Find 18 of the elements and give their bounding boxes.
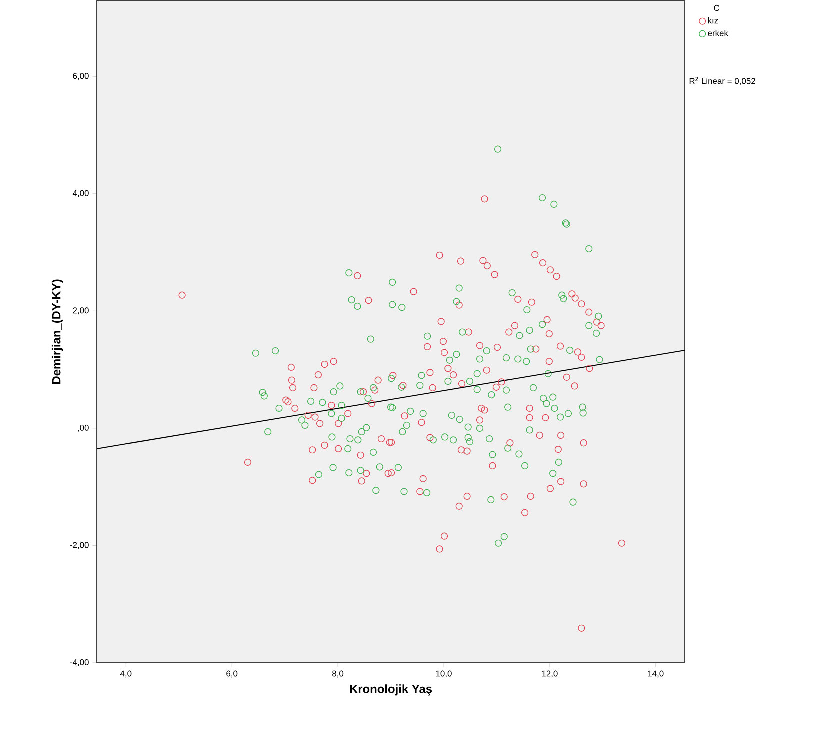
x-tick-label: 12,0: [542, 670, 558, 678]
y-tick-label: 6,00: [73, 73, 89, 80]
x-tick-label: 14,0: [648, 670, 664, 678]
legend-label: erkek: [708, 30, 728, 36]
x-tick-label: 10,0: [436, 670, 452, 678]
y-tick-label: -4,00: [70, 659, 89, 666]
y-axis-title: Demirjian_(DY-KY): [52, 280, 64, 384]
legend-label: kız: [708, 18, 718, 24]
y-tick-label: -2,00: [70, 542, 89, 550]
x-axis-title: Kronolojik Yaş: [350, 684, 432, 696]
text: R$^{2}$ Linear = 0,052: [690, 77, 756, 86]
x-tick-label: 6,0: [226, 670, 238, 678]
legend-title: C: [714, 5, 720, 12]
y-tick-label: 2,00: [73, 308, 89, 315]
y-tick-label: ,00: [78, 424, 89, 432]
x-tick-label: 4,0: [120, 670, 132, 678]
y-tick-label: 4,00: [72, 190, 89, 198]
x-tick-label: 8,0: [332, 670, 344, 678]
